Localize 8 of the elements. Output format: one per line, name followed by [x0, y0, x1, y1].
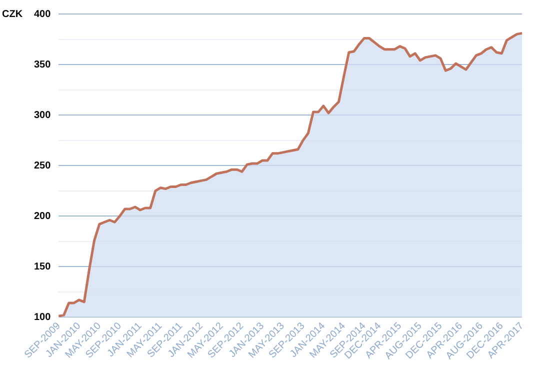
y-tick-label: 300 [34, 110, 52, 121]
y-tick-label: 250 [34, 160, 52, 172]
y-tick-label: 150 [34, 261, 52, 272]
y-tick-label: 100 [34, 312, 52, 323]
y-tick-label: 200 [34, 210, 52, 222]
y-axis-title: CZK [2, 8, 24, 20]
y-tick-label: 400 [34, 8, 52, 20]
y-tick-label: 350 [34, 59, 52, 70]
